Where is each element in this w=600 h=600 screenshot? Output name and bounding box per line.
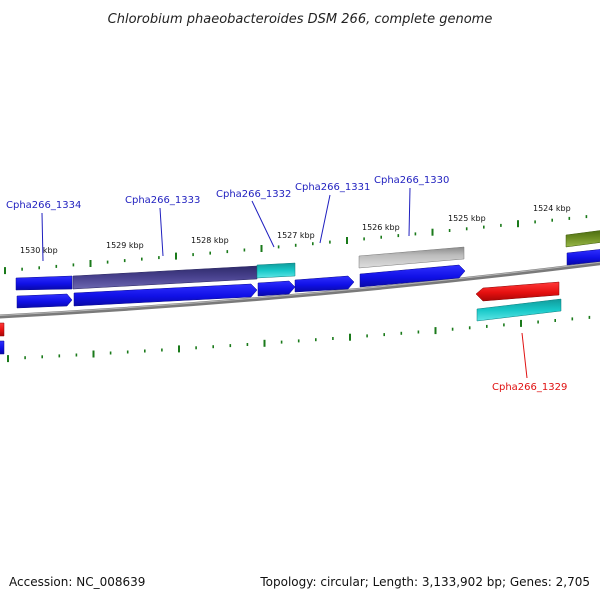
label-leaders (41, 187, 528, 379)
gene-label[interactable]: Cpha266_1331 (295, 182, 370, 193)
cds-arrow-reverse[interactable] (475, 281, 560, 302)
genome-backbone (0, 261, 600, 319)
kbp-label: 1526 kbp (362, 223, 400, 232)
gene-feature-olive[interactable] (565, 230, 600, 248)
leader-line (319, 194, 331, 244)
inner-tick-marks (7, 315, 591, 363)
gene-label[interactable]: Cpha266_1330 (374, 175, 449, 186)
kbp-label: 1529 kbp (106, 241, 144, 250)
cds-arrow[interactable] (257, 280, 296, 297)
kbp-label: 1524 kbp (533, 204, 571, 213)
cds-arrow[interactable] (566, 249, 600, 266)
leader-line (251, 200, 275, 248)
outer-tick-marks (4, 215, 588, 275)
gene-track (15, 230, 600, 291)
gene-feature-blue[interactable] (15, 275, 73, 291)
cds-arrow[interactable] (16, 293, 73, 309)
accession-text: Accession: NC_008639 (9, 575, 145, 589)
kbp-label: 1525 kbp (448, 214, 486, 223)
gene-label[interactable]: Cpha266_1334 (6, 200, 81, 211)
kbp-scale: 1530 kbp 1529 kbp 1528 kbp 1527 kbp 1526… (20, 204, 571, 255)
genome-summary-text: Topology: circular; Length: 3,133,902 bp… (259, 575, 590, 589)
gene-label[interactable]: Cpha266_1333 (125, 195, 200, 206)
cds-arrow[interactable] (359, 264, 466, 288)
gene-feature-cpha266-1329[interactable] (476, 298, 562, 322)
gene-label[interactable]: Cpha266_1329 (492, 382, 567, 393)
cds-arrow-reverse-edge-blue[interactable] (0, 340, 5, 355)
map-title: Chlorobium phaeobacteroides DSM 266, com… (108, 12, 493, 27)
leader-line (159, 207, 164, 257)
cds-arrow[interactable] (73, 283, 258, 307)
kbp-label: 1528 kbp (191, 236, 229, 245)
gene-feature-cpha266-1332[interactable] (256, 262, 296, 279)
cds-arrow[interactable] (294, 275, 355, 293)
kbp-label: 1527 kbp (277, 231, 315, 240)
cds-reverse-track (0, 281, 562, 355)
gene-labels: Cpha266_1334 Cpha266_1333 Cpha266_1332 C… (6, 175, 567, 393)
cds-forward-track (16, 249, 600, 309)
leader-line (41, 212, 44, 262)
leader-line (408, 187, 411, 237)
kbp-label: 1530 kbp (20, 246, 58, 255)
leader-line (521, 332, 528, 379)
gene-feature-cpha266-1330[interactable] (358, 246, 465, 269)
gene-label[interactable]: Cpha266_1332 (216, 189, 291, 200)
gene-feature-cpha266-1333[interactable] (72, 265, 258, 290)
cds-arrow-reverse-edge[interactable] (0, 322, 5, 337)
